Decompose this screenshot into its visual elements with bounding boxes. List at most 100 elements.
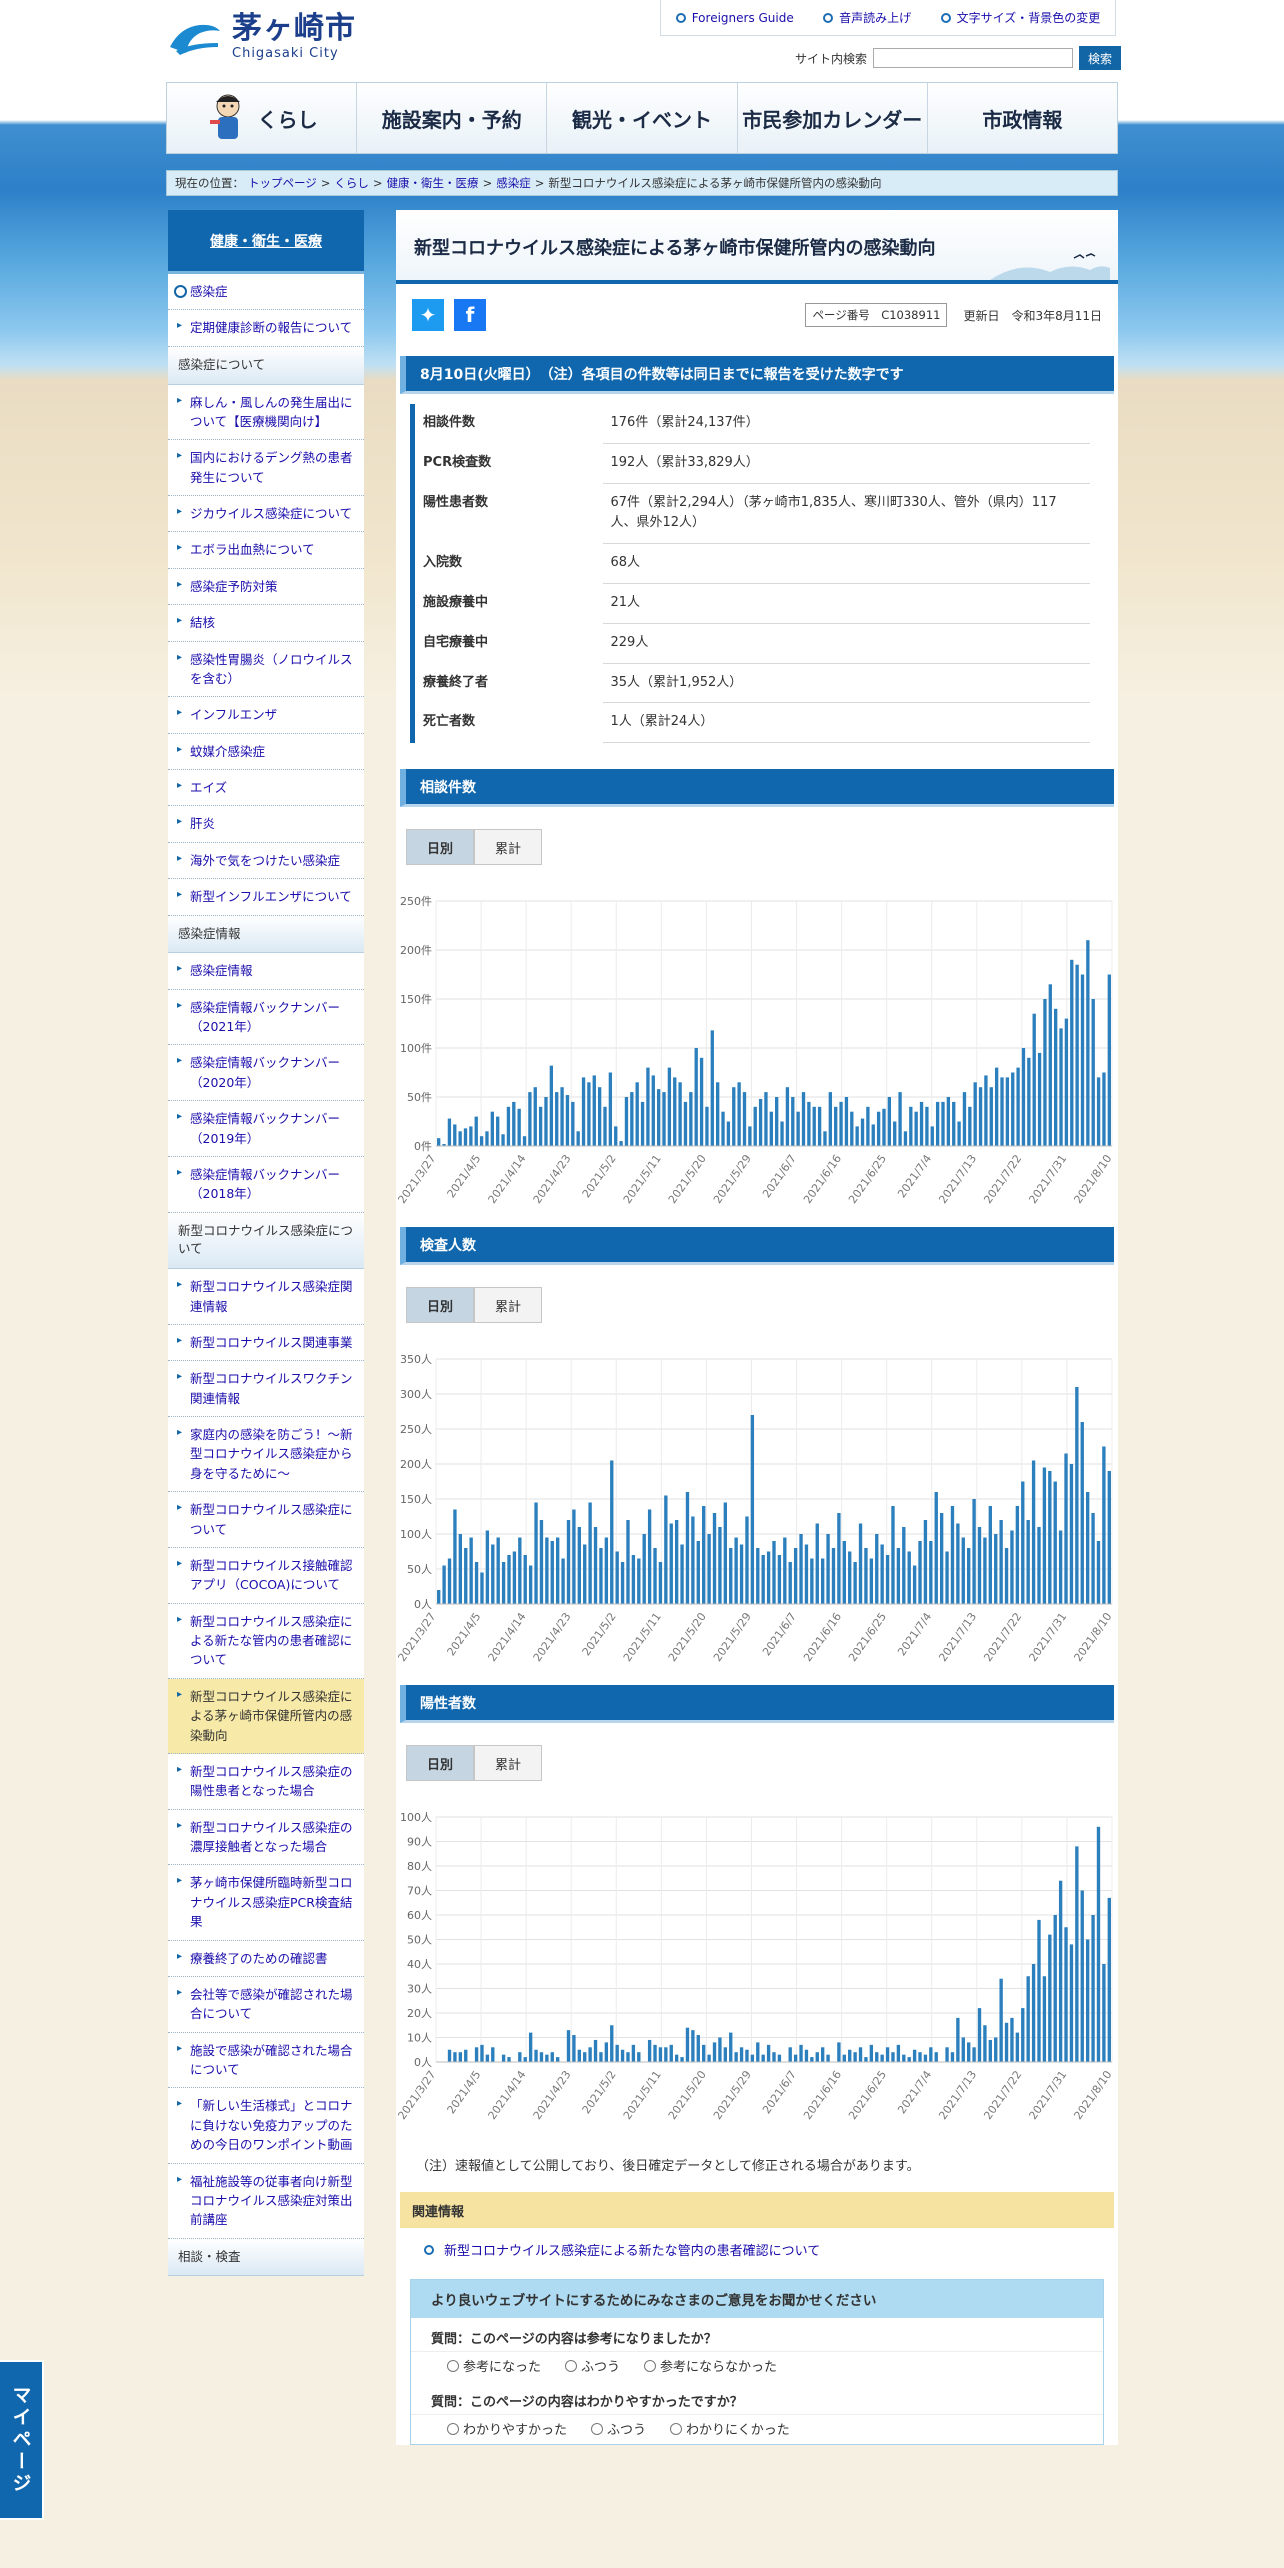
sidebar-item[interactable]: 感染性胃腸炎（ノロウイルスを含む）	[168, 642, 364, 698]
bar	[592, 1075, 596, 1147]
survey-option[interactable]: ふつう	[591, 2419, 646, 2438]
sidebar-item[interactable]: 感染症	[168, 274, 364, 311]
bar	[844, 1097, 849, 1147]
gnav-item-city-info[interactable]: 市政情報	[982, 107, 1063, 132]
y-tick-label: 100件	[400, 1042, 432, 1055]
breadcrumb-link-health[interactable]: 健康・衛生・医療	[386, 176, 479, 190]
bar	[810, 1558, 814, 1605]
sidebar-item[interactable]: ジカウイルス感染症について	[168, 496, 364, 533]
sidebar-item[interactable]: 新型コロナウイルス感染症について	[168, 1492, 364, 1548]
bar	[1053, 1915, 1057, 2063]
sidebar-item[interactable]: エイズ	[168, 770, 364, 807]
y-tick-label: 0人	[414, 2056, 432, 2069]
bar	[745, 1516, 749, 1605]
bar	[999, 1978, 1003, 2063]
sidebar-item[interactable]: 新型インフルエンザについて	[168, 879, 364, 916]
sidebar-item[interactable]: 新型コロナウイルス関連事業	[168, 1325, 364, 1362]
tab-daily[interactable]: 日別	[406, 829, 474, 866]
sidebar-item[interactable]: 療養終了のための確認書	[168, 1941, 364, 1977]
bar	[907, 1551, 911, 1605]
foreigners-guide-link[interactable]: Foreigners Guide	[675, 11, 794, 25]
sidebar-item-label: 「新しい生活様式」とコロナに負けない免疫力アップのための今日のワンポイント動画	[190, 2098, 353, 2153]
bar	[694, 1048, 698, 1147]
sidebar-item-label: 肝炎	[190, 816, 216, 832]
sidebar-item[interactable]: 茅ヶ崎市保健所臨時新型コロナウイルス感染症PCR検査結果	[168, 1865, 364, 1941]
sidebar-item[interactable]: 結核	[168, 605, 364, 642]
site-logo[interactable]: 茅ヶ崎市 Chigasaki City	[166, 14, 356, 60]
bar	[1069, 1464, 1074, 1605]
x-tick-label: 2021/6/16	[801, 1610, 844, 1664]
twitter-share-icon[interactable]: ✦	[412, 299, 444, 331]
bar	[469, 1537, 473, 1605]
sidebar-item[interactable]: 家庭内の感染を防ごう！～新型コロナウイルス感染症から身を守るために～	[168, 1417, 364, 1493]
survey-option[interactable]: 参考にならなかった	[644, 2356, 777, 2375]
sidebar-item[interactable]: 「新しい生活様式」とコロナに負けない免疫力アップのための今日のワンポイント動画	[168, 2088, 364, 2164]
survey-option[interactable]: ふつう	[565, 2356, 620, 2375]
bar	[837, 1513, 841, 1605]
related-link[interactable]: 新型コロナウイルス感染症による新たな管内の患者確認について	[444, 2244, 821, 2260]
gnav-item-calendar[interactable]: 市民参加カレンダー	[738, 83, 928, 153]
x-tick-label: 2021/3/27	[396, 1610, 438, 1664]
gnav-item-facilities[interactable]: 施設案内・予約	[357, 83, 548, 153]
tab-total[interactable]: 累計	[474, 1287, 542, 1324]
search-input[interactable]	[873, 48, 1074, 68]
bar	[691, 1516, 695, 1605]
sidebar-item-label: 麻しん・風しんの発生届出について【医療機関向け】	[190, 394, 353, 429]
sidebar-item-label: 新型コロナウイルスワクチン関連情報	[190, 1371, 353, 1406]
sidebar-item[interactable]: インフルエンザ	[168, 697, 364, 734]
sidebar-item[interactable]: 新型コロナウイルス感染症の濃厚接触者となった場合	[168, 1810, 364, 1866]
sidebar-item[interactable]: 海外で気をつけたい感染症	[168, 843, 364, 880]
bar	[1010, 1530, 1014, 1605]
font-size-link[interactable]: 文字サイズ・背景色の変更	[940, 9, 1100, 26]
sidebar-item[interactable]: 会社等で感染が確認された場合について	[168, 1977, 364, 2033]
sidebar-item[interactable]: 感染症情報バックナンバー（2020年）	[168, 1045, 364, 1102]
sidebar-item[interactable]: 感染症情報バックナンバー（2018年）	[168, 1157, 364, 1213]
bar	[539, 2052, 544, 2063]
bar	[453, 1124, 457, 1147]
sidebar-item[interactable]: 新型コロナウイルス感染症による新たな管内の患者確認について	[168, 1604, 364, 1679]
survey-option[interactable]: 参考になった	[447, 2356, 541, 2375]
sidebar-item[interactable]: 定期健康診断の報告について	[168, 310, 364, 347]
sidebar-item[interactable]: 感染症情報	[168, 953, 364, 990]
sidebar-item[interactable]: 麻しん・風しんの発生届出について【医療機関向け】	[168, 385, 364, 441]
sidebar-item[interactable]: 新型コロナウイルスワクチン関連情報	[168, 1361, 364, 1417]
voice-reading-link[interactable]: 音声読み上げ	[823, 9, 911, 26]
tab-total[interactable]: 累計	[474, 1745, 542, 1782]
search-button[interactable]: 検索	[1079, 46, 1122, 70]
bar	[839, 1102, 843, 1147]
sidebar-item[interactable]: 国内におけるデング熱の患者発生について	[168, 440, 364, 496]
mypage-button[interactable]: マイページ	[0, 2360, 44, 2520]
sidebar-heading[interactable]: 健康・衛生・医療	[168, 210, 364, 274]
sidebar-item[interactable]: 感染症予防対策	[168, 569, 364, 606]
sidebar-item[interactable]: エボラ出血熱について	[168, 532, 364, 569]
sidebar-item[interactable]: 新型コロナウイルス接触確認アプリ（COCOA)について	[168, 1548, 364, 1604]
sidebar-item[interactable]: 感染症情報バックナンバー（2021年）	[168, 990, 364, 1046]
sidebar-item[interactable]: 新型コロナウイルス感染症の陽性患者となった場合	[168, 1754, 364, 1810]
sidebar-item[interactable]: 施設で感染が確認された場合について	[168, 2033, 364, 2089]
sidebar-item[interactable]: 福祉施設等の従事者向け新型コロナウイルス感染症対策出前講座	[168, 2164, 364, 2239]
sidebar-item[interactable]: 感染症情報バックナンバー（2019年）	[168, 1101, 364, 1157]
bar	[566, 1520, 571, 1605]
sidebar-item[interactable]: 肝炎	[168, 806, 364, 843]
breadcrumb-link-kurashi[interactable]: くらし	[334, 176, 369, 190]
tab-total[interactable]: 累計	[474, 829, 542, 866]
bar	[637, 1558, 641, 1605]
tab-daily[interactable]: 日別	[406, 1745, 474, 1782]
breadcrumb-link-infection[interactable]: 感染症	[496, 176, 531, 190]
bar	[977, 1527, 982, 1605]
survey-option[interactable]: わかりにくかった	[670, 2419, 790, 2438]
bar	[810, 2057, 814, 2063]
breadcrumb-link-top[interactable]: トップページ	[248, 176, 317, 190]
sidebar-item[interactable]: 新型コロナウイルス感染症による茅ヶ崎市保健所管内の感染動向	[168, 1678, 364, 1754]
tab-daily[interactable]: 日別	[406, 1287, 474, 1324]
facebook-share-icon[interactable]: f	[454, 299, 486, 331]
survey-option[interactable]: わかりやすかった	[447, 2419, 567, 2438]
gnav-item-kurashi[interactable]: くらし	[167, 83, 358, 153]
stats-row: 相談件数 176件（累計24,137件）	[410, 404, 1090, 444]
sidebar-item[interactable]: 蚊媒介感染症	[168, 734, 364, 770]
utility-links: Foreigners Guide 音声読み上げ 文字サイズ・背景色の変更	[660, 0, 1116, 36]
bar	[1053, 1481, 1057, 1605]
gnav-item-tourism[interactable]: 観光・イベント	[547, 83, 738, 153]
sidebar-item[interactable]: 新型コロナウイルス感染症関連情報	[168, 1269, 364, 1325]
bar	[669, 1523, 673, 1605]
